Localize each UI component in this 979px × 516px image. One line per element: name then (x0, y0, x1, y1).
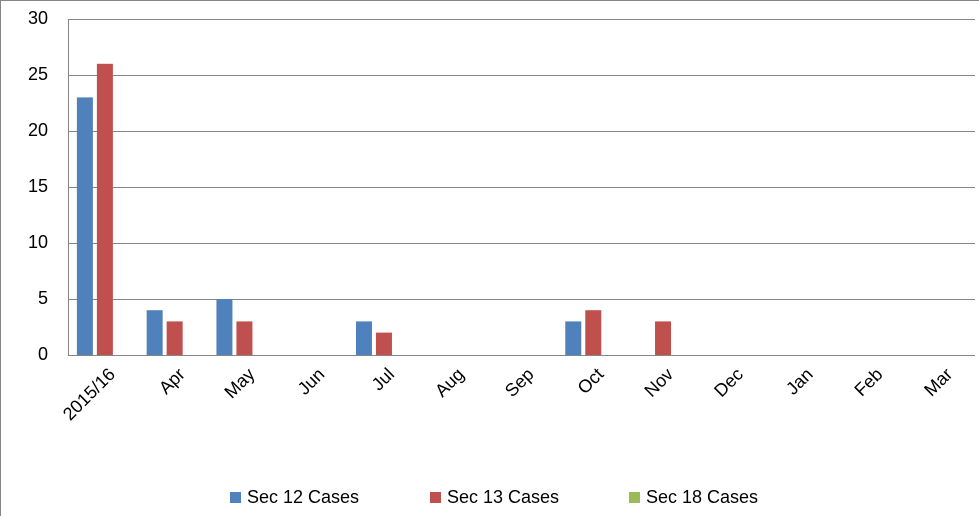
legend-swatch (629, 492, 640, 503)
bar (236, 321, 253, 355)
x-tick-label: Jul (368, 364, 398, 394)
x-tick-label: Dec (710, 364, 747, 401)
legend-label: Sec 13 Cases (447, 487, 559, 507)
x-tick-label: Nov (640, 364, 677, 401)
bar (355, 321, 372, 355)
x-tick-label: Aug (431, 364, 468, 401)
x-tick-label: May (220, 364, 258, 402)
x-tick-label: Jan (782, 364, 817, 399)
y-tick-label: 15 (28, 176, 48, 196)
bar (96, 63, 113, 356)
legend-swatch (230, 492, 241, 503)
legend-label: Sec 18 Cases (646, 487, 758, 507)
x-tick-label: Feb (850, 364, 886, 400)
x-tick-label: Oct (574, 364, 608, 398)
legend-swatch (430, 492, 441, 503)
bar (76, 97, 93, 356)
bar (146, 310, 163, 355)
bar (655, 321, 672, 355)
y-tick-label: 5 (38, 288, 48, 308)
x-tick-label: Jun (294, 364, 329, 399)
x-tick-label: 2015/16 (59, 364, 119, 424)
bar (216, 299, 233, 355)
x-tick-label: Apr (155, 364, 189, 398)
legend-label: Sec 12 Cases (247, 487, 359, 507)
y-tick-label: 20 (28, 120, 48, 140)
y-tick-label: 0 (38, 344, 48, 364)
bar (565, 321, 582, 355)
bar (585, 310, 602, 355)
bar (375, 332, 392, 355)
x-tick-label: Mar (920, 364, 956, 400)
y-tick-label: 10 (28, 232, 48, 252)
x-tick-label: Sep (501, 364, 538, 401)
y-tick-label: 30 (28, 8, 48, 28)
y-tick-label: 25 (28, 64, 48, 84)
bar (166, 321, 183, 355)
